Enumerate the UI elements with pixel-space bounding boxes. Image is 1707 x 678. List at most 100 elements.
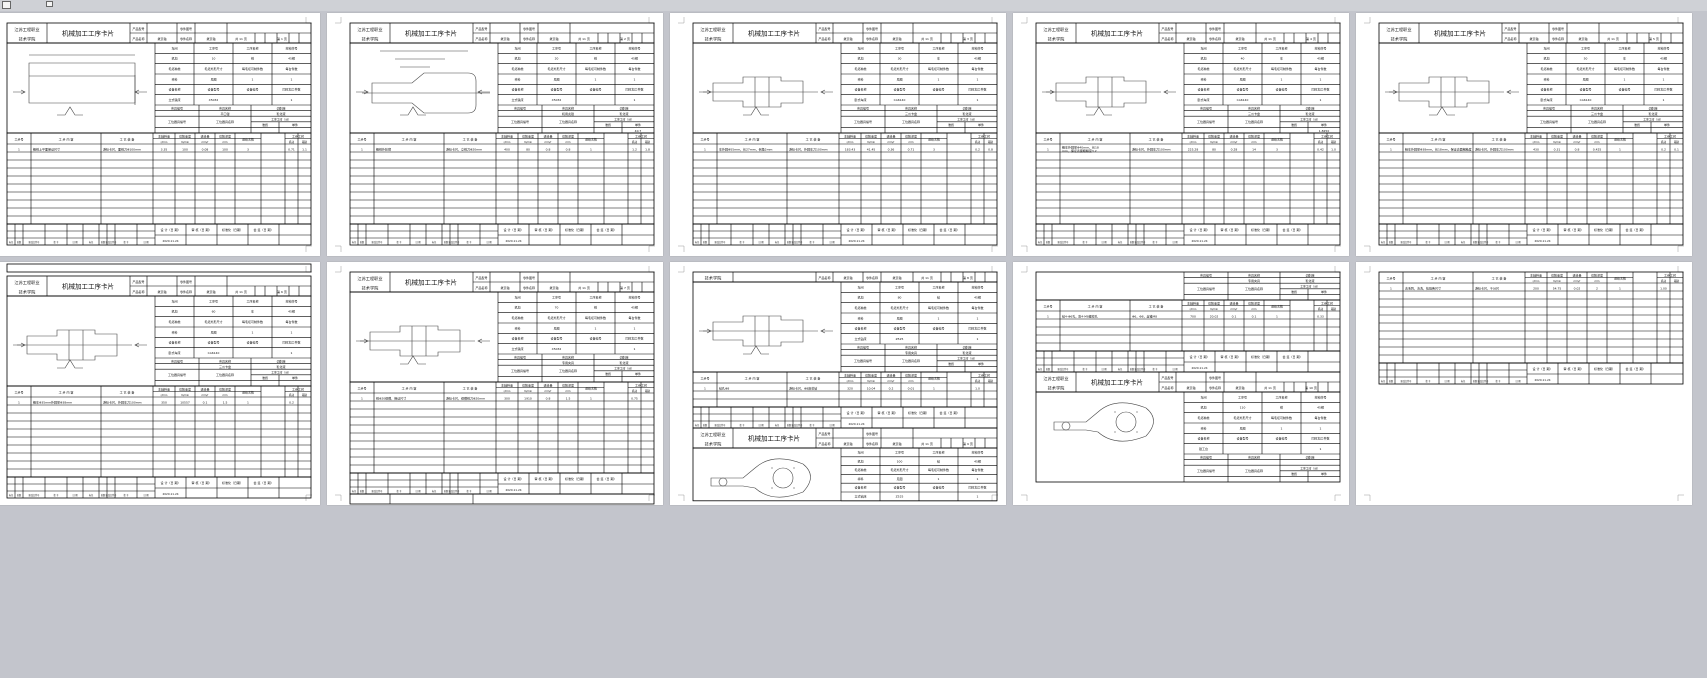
column-header: 主轴转速 — [844, 373, 856, 378]
support-symbol-icon — [400, 355, 426, 365]
page-thumbnail[interactable]: 江苏工程职业 机械加工工序卡片 产品型号 零件图号 技术学院 产品名称 零件名称 拨叉轴 拨叉轴… — [0, 262, 320, 505]
grid-label: 毛坯外形尺寸 — [547, 66, 565, 71]
fixture-label: 夹具名称 — [1248, 106, 1260, 111]
column-header: 工 艺 装 备 — [463, 137, 478, 142]
grid-label: 毛坯种类 — [511, 315, 523, 320]
grid-label: 每台件数 — [971, 467, 983, 472]
column-header: 进给量 — [1229, 134, 1238, 139]
page-view-icon[interactable] — [2, 1, 11, 9]
footer-mark-label: 更改文件号 — [792, 240, 804, 244]
footer-mark-label: 更改文件号 — [1135, 367, 1147, 371]
footer-sign-label: 会 签（日 期） — [1283, 227, 1303, 232]
page-thumbnail[interactable]: 工步号 工 步 内 容 工 艺 装 备 主轴转速 切削速度 进给量 切削深度 进给次数 工步工时… — [1356, 262, 1692, 505]
column-unit: m/min — [524, 140, 533, 144]
footer-mark-label: 更改文件号 — [1058, 367, 1070, 371]
step-speed: 700 — [1190, 315, 1196, 319]
column-header: 工 步 内 容 — [402, 386, 417, 391]
footer-sign-label: 设 计（日 期） — [847, 410, 867, 415]
station-label: 工位器具编号 — [854, 358, 872, 363]
grid-value: 1 — [291, 98, 293, 102]
grid-value: 立式铣床 — [168, 97, 180, 102]
locating-arrow-icon — [356, 338, 369, 344]
station-label: 工位器具编号 — [854, 119, 872, 124]
page-thumbnail[interactable]: 江苏工程职业 机械加工工序卡片 产品型号 零件图号 技术学院 产品名称 零件名称 拨叉轴 拨叉轴… — [1013, 13, 1349, 256]
label: 零件名称 — [180, 36, 192, 41]
column-unit: 机动 — [632, 140, 638, 144]
station-label: 工位器具编号 — [1197, 468, 1215, 473]
value: 拨叉轴 — [843, 275, 852, 280]
step-depth: 1.5 — [566, 397, 571, 401]
footer-sign-label: 会 签（日 期） — [940, 227, 960, 232]
grid-label: 设备型号 — [1579, 87, 1591, 92]
grid-label: 同时加工件数 — [625, 87, 643, 92]
page-thumbnail[interactable]: 技术学院 产品名称 零件名称 拨叉轴 拨叉轴共 11 页第 8 页车间 工序号 工序名称 材料… — [670, 262, 1006, 505]
step-passes: 1 — [590, 397, 592, 401]
grid-value: 车 — [937, 56, 940, 61]
page-thumbnail[interactable]: 江苏工程职业 机械加工工序卡片 产品型号 零件图号 技术学院 产品名称 零件名称 拨叉轴 拨叉轴… — [0, 13, 320, 256]
part-outline — [28, 62, 136, 104]
column-header: 进给量 — [886, 373, 895, 378]
page-corner-mark — [305, 17, 312, 252]
footer-mark-label: 更改文件号 — [1401, 240, 1413, 244]
fixture-label: 切削液 — [1305, 455, 1314, 460]
footer-mark-label: 签 字 — [123, 240, 129, 244]
page-thumbnail[interactable]: 夹具编号 夹具名称 切削液 专用夹具 乳化液 工位器具编号 工位器具名称 工序工时（分） 准终单… — [1013, 262, 1349, 505]
footer-mark-label: 日 期 — [415, 489, 421, 493]
page-thumbnail[interactable]: 江苏工程职业 机械加工工序卡片 产品型号 零件图号 技术学院 产品名称 零件名称 拨叉轴 拨叉轴… — [327, 262, 663, 505]
time-label: 单件 — [1321, 471, 1327, 476]
layout-icon[interactable] — [46, 1, 53, 7]
station-label: 工位器具名称 — [902, 119, 920, 124]
value: 拨叉轴 — [1578, 36, 1587, 41]
footer-mark-label: 更改文件号 — [715, 240, 727, 244]
column-unit: 机动 — [289, 393, 295, 397]
grid-value: 棒料 — [1543, 76, 1549, 81]
grid-value: 见图 — [210, 330, 216, 334]
footer-mark-label: 更改文件号 — [1478, 240, 1490, 244]
fixture-value: 平口钳 — [220, 111, 229, 116]
column-header: 工步工时 — [292, 134, 304, 139]
value: 拨叉轴 — [549, 36, 558, 41]
school-name: 技术学院 — [1391, 36, 1409, 43]
label: 产品型号 — [132, 26, 144, 31]
step-vc: 41.45 — [867, 148, 876, 152]
page-thumbnail[interactable]: 江苏工程职业 机械加工工序卡片 产品型号 零件图号 技术学院 产品名称 零件名称 拨叉轴 拨叉轴… — [670, 13, 1006, 256]
grid-value: 见图 — [210, 77, 216, 81]
column-unit: mm — [908, 380, 914, 383]
coolant-value: 乳化液 — [962, 111, 971, 116]
time-label: 单件 — [635, 371, 641, 376]
column-header: 切削深度 — [905, 373, 917, 378]
column-unit: 辅助 — [1674, 140, 1680, 144]
column-header: 进给量 — [1229, 301, 1238, 306]
grid-value: 1 — [634, 347, 636, 351]
page-corner-mark — [1021, 266, 1341, 501]
footer-mark-label: 日 期 — [1515, 379, 1521, 383]
grid-value: CA6140 — [894, 98, 906, 102]
column-header: 工步工时 — [1321, 134, 1333, 139]
station-label: 工位器具编号 — [511, 119, 529, 124]
column-unit: mm — [908, 141, 914, 144]
fixture-label: 切削液 — [1305, 106, 1314, 111]
footer-sign-label: 审 核（日 期） — [192, 480, 212, 485]
table-border — [349, 132, 655, 225]
support-symbol-icon — [400, 106, 426, 116]
grid-label: 车间 — [1543, 45, 1549, 50]
footer-mark-label: 处数 — [1130, 240, 1135, 244]
footer-sign-label: 会 签（日 期） — [597, 476, 617, 481]
footer-mark-label: 标记 — [1038, 367, 1043, 371]
card-title: 机械加工工序卡片 — [1091, 378, 1143, 387]
step-t1: 0.33 — [1317, 315, 1324, 319]
table-border — [349, 42, 655, 134]
fixture-label: 夹具编号 — [171, 106, 183, 111]
grid-value: 1 — [977, 495, 979, 499]
footer-sign-label: 会 签（日 期） — [940, 410, 960, 415]
label: 零件图号 — [523, 275, 535, 280]
footer-sign-label: 审 核（日 期） — [1564, 366, 1584, 371]
grid-value: 见图 — [553, 77, 559, 81]
column-unit: 机动 — [1318, 140, 1324, 144]
step-tools: 游标卡尺，面铣刀Φ100mm — [103, 147, 141, 152]
page-thumbnail[interactable]: 江苏工程职业 机械加工工序卡片 产品型号 零件图号 技术学院 产品名称 零件名称 拨叉轴 拨叉轴… — [327, 13, 663, 256]
step-speed: 225.28 — [1188, 148, 1199, 152]
page-thumbnail[interactable]: 江苏工程职业 机械加工工序卡片 产品型号 零件图号 技术学院 产品名称 零件名称 拨叉轴 拨叉轴… — [1356, 13, 1692, 256]
column-header: 进给次数 — [242, 390, 254, 395]
grid-label: 毛坯外形尺寸 — [1233, 66, 1251, 71]
